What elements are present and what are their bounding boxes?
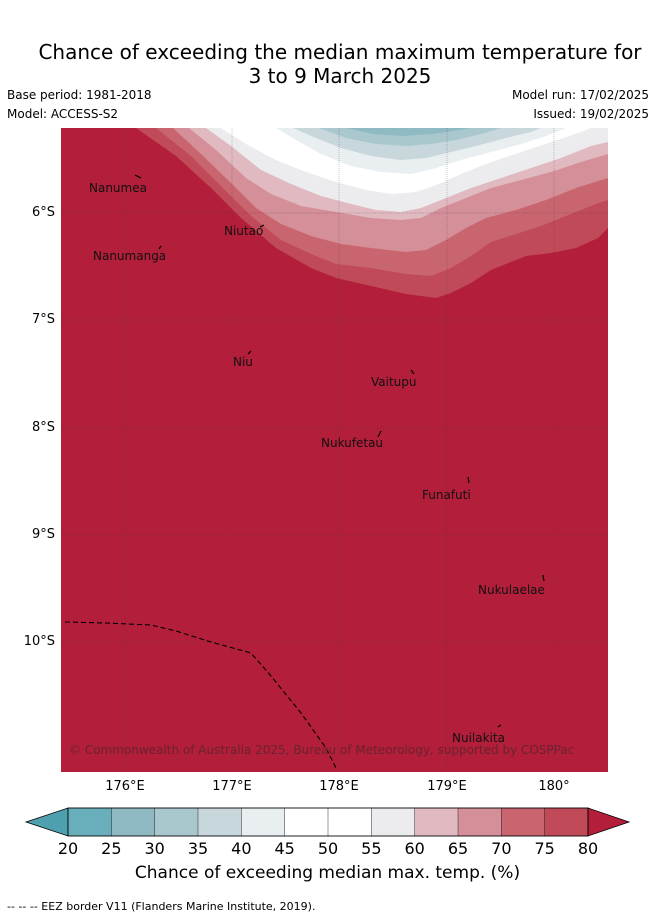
lon-label-179e: 179°E — [427, 779, 467, 794]
colorbar-cell-30 — [154, 807, 199, 837]
colorbar-cell-65 — [457, 807, 503, 837]
colorbar-cell-70 — [501, 807, 546, 837]
colorbar-frame — [67, 807, 589, 837]
colorbar-label-35: 35 — [187, 839, 209, 858]
colorbar-label-75: 75 — [534, 839, 555, 858]
colorbar-label-30: 30 — [144, 839, 165, 858]
colorbar-label-20: 20 — [57, 839, 79, 858]
copyright-notice: © Commonwealth of Australia 2025, Bureau… — [69, 743, 575, 757]
place-label-niutao: Niutao — [224, 224, 264, 238]
lat-label-10s: 10°S — [23, 634, 55, 649]
graticule — [61, 128, 608, 772]
base-period-text: Base period: 1981-2018 — [7, 88, 152, 102]
colorbar-cell-40 — [241, 807, 286, 837]
lon-label-176e: 176°E — [105, 779, 145, 794]
colorbar-cell-50 — [327, 807, 373, 837]
eez-border — [64, 621, 337, 769]
colorbar — [24, 807, 631, 837]
colorbar-cell-45 — [284, 807, 329, 837]
place-label-nukufetau: Nukufetau — [321, 436, 384, 450]
place-label-vaitupu: Vaitupu — [371, 375, 417, 389]
colorbar-high-extend — [587, 807, 631, 837]
place-label-niu: Niu — [233, 355, 253, 369]
colorbar-label-80: 80 — [577, 839, 599, 858]
colorbar-cell-20 — [67, 807, 113, 837]
lon-label-178e: 178°E — [319, 779, 359, 794]
band-30 — [319, 128, 501, 146]
colorbar-title: Chance of exceeding median max. temp. (%… — [134, 863, 521, 883]
model-text: Model: ACCESS-S2 — [7, 107, 119, 121]
colorbar-label-70: 70 — [491, 839, 512, 858]
colorbar-cell-60 — [414, 807, 459, 837]
colorbar-label-40: 40 — [231, 839, 252, 858]
band-25 — [346, 128, 471, 136]
colorbar-label-60: 60 — [404, 839, 425, 858]
island-marks — [134, 174, 545, 728]
place-label-nanumanga: Nanumanga — [93, 249, 167, 263]
chart-title: Chance of exceeding the median maximum t… — [0, 40, 655, 88]
colorbar-cell-55 — [371, 807, 416, 837]
lat-label-6s: 6°S — [31, 205, 55, 220]
issued-text: Issued: 19/02/2025 — [533, 107, 649, 121]
place-label-nuilakita: Nuilakita — [452, 731, 505, 745]
lat-label-7s: 7°S — [31, 312, 55, 327]
lat-label-8s: 8°S — [31, 420, 55, 435]
place-label-nukulaelae: Nukulaelae — [478, 583, 545, 597]
colorbar-label-50: 50 — [317, 839, 339, 858]
place-label-funafuti: Funafuti — [422, 488, 471, 502]
lon-label-177e: 177°E — [212, 779, 252, 794]
lon-label-180: 180° — [538, 779, 570, 794]
colorbar-label-65: 65 — [447, 839, 469, 858]
colorbar-cell-25 — [111, 807, 156, 837]
colorbar-low-extend — [24, 807, 69, 837]
place-label-nanumea: Nanumea — [89, 181, 147, 195]
probability-map — [61, 128, 608, 772]
colorbar-label-25: 25 — [101, 839, 122, 858]
colorbar-label-55: 55 — [361, 839, 382, 858]
title-line-1: Chance of exceeding the median maximum t… — [38, 40, 642, 64]
title-line-2: 3 to 9 March 2025 — [248, 64, 432, 88]
model-run-text: Model run: 17/02/2025 — [511, 88, 649, 102]
colorbar-cell-75 — [544, 807, 589, 837]
colorbar-label-45: 45 — [274, 839, 295, 858]
lat-label-9s: 9°S — [31, 527, 55, 542]
eez-legend-note: -- -- -- EEZ border V11 (Flanders Marine… — [7, 900, 316, 913]
colorbar-cell-35 — [197, 807, 243, 837]
